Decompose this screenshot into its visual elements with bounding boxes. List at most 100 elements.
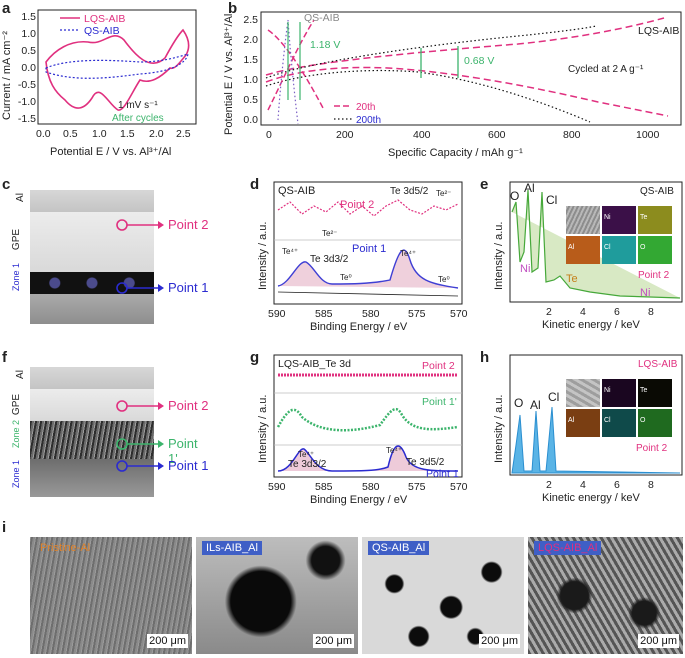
label-lqs: LQS-AIB [638, 25, 679, 37]
cycle-condition: Cycled at 2 A g⁻¹ [568, 64, 644, 75]
legend-200th: 200th [356, 115, 381, 126]
scale-bar-label: 200 μm [313, 634, 354, 648]
eds-h-chart: O Al Cl LQS-AIB Point 2 2 4 6 8 Kinetic … [493, 354, 683, 504]
d-te0-b: Te⁰ [438, 275, 450, 284]
gcd-lqs-20th [265, 17, 665, 76]
e-xtick: 2 [546, 306, 552, 318]
d-te4-a: Te⁴⁺ [282, 247, 298, 256]
h-peak-cl: Cl [548, 390, 559, 404]
label-qs: QS-AIB [304, 12, 340, 24]
gcd-chart: 1.18 V 0.68 V QS-AIB LQS-AIB Cycled at 2… [223, 11, 682, 159]
f-al-layer [30, 367, 154, 389]
e-peak-ni2: Ni [640, 287, 650, 299]
h-peak-al: Al [530, 398, 541, 412]
b-xticks: 0 200 400 600 800 1000 [266, 129, 660, 141]
a-ytick: -0.5 [18, 79, 36, 91]
h-xlabel: Kinetic energy / keV [542, 492, 640, 504]
g-xtick: 580 [362, 481, 380, 493]
e-peak-te: Te [566, 273, 578, 285]
panel-letter-f: f [2, 349, 7, 366]
g-xtick: 575 [408, 481, 426, 493]
panel-e-eds: e O Al Cl Ni Te Ni QS-AIB Point 2 2 4 6 … [480, 172, 685, 332]
d-xtick: 570 [450, 308, 468, 320]
panel-d-xps: d QS-AIB Point 2 Te 3d5/2 Te²⁻ Te²⁻ Poin… [240, 172, 468, 333]
a-ytick: -1.5 [18, 113, 36, 125]
legend-lqs: LQS-AIB [84, 13, 125, 25]
h-xtick: 6 [614, 479, 620, 491]
a-ytick: 0.5 [21, 45, 36, 57]
panel-c-schematic: c Al GPE Zone 1 Point 2 Point 1 [0, 172, 210, 332]
b-ytick: 0.0 [243, 114, 258, 126]
a-xtick: 2.5 [176, 128, 191, 140]
c-point2: Point 2 [168, 217, 209, 232]
xps-g-chart: LQS-AIB_Te 3d Point 2 Point 1' Te⁴⁺ Te⁴⁺… [257, 354, 468, 506]
d-point1: Point 1 [352, 243, 386, 255]
b-ytick: 2.5 [243, 14, 258, 26]
h-xtick: 8 [648, 479, 654, 491]
d-xtick: 590 [268, 308, 286, 320]
panel-letter-a: a [2, 0, 11, 17]
g-te32: Te 3d3/2 [288, 459, 327, 470]
d-te32: Te 3d3/2 [310, 254, 349, 265]
micrograph-pristine: Pristine-Al 200 μm [30, 537, 192, 654]
gcd-lqs-200th-dis [265, 69, 591, 123]
xps-d-chart: QS-AIB Point 2 Te 3d5/2 Te²⁻ Te²⁻ Point … [257, 181, 468, 333]
panel-letter-c: c [2, 176, 11, 193]
a-yticks: 1.5 1.0 0.5 0.0 -0.5 -1.0 -1.5 [18, 11, 36, 125]
micrograph-label: ILs-AIB_Al [202, 541, 262, 555]
f-point-markers [116, 400, 164, 472]
micrograph-label: QS-AIB_Al [368, 541, 430, 555]
e-peak-ni: Ni [520, 263, 530, 275]
panel-letter-b: b [228, 0, 238, 17]
d-point2: Point 2 [340, 199, 374, 211]
point-markers [116, 219, 164, 294]
panel-i-micrographs: i Pristine-Al 200 μm ILs-AIB_Al 200 μm Q… [0, 515, 685, 658]
panel-letter-d: d [250, 176, 260, 193]
h-map-o: O [638, 409, 672, 437]
gpe-layer [30, 212, 154, 272]
a-ytick: -1.0 [18, 96, 36, 108]
a-xtick: 1.5 [120, 128, 135, 140]
g-xtick: 570 [450, 481, 468, 493]
gcd-qs-200th [277, 19, 299, 125]
h-map-te: Te [638, 379, 672, 407]
h-map-sem [566, 379, 600, 407]
g-xtick: 585 [315, 481, 333, 493]
b-xtick: 200 [336, 129, 354, 141]
h-map-al: Al [566, 409, 600, 437]
h-peak-o: O [514, 396, 523, 410]
xps-d-point2-trace [277, 199, 459, 217]
h-xtick: 2 [546, 479, 552, 491]
cv-loop-qs [45, 53, 189, 79]
panel-letter-h: h [480, 349, 490, 366]
g-point1: Point 1 [426, 468, 459, 480]
xps-d-baseline [277, 291, 459, 297]
b-xtick: 600 [488, 129, 506, 141]
e-peak-o: O [510, 189, 519, 203]
micrograph-label: LQS-AIB_Al [534, 541, 602, 555]
d-xlabel: Binding Energy / eV [310, 321, 408, 333]
e-map-ni: Ni [602, 206, 636, 234]
c-point1: Point 1 [168, 280, 209, 295]
panel-h-eds: h O Al Cl LQS-AIB Point 2 2 4 6 8 Kineti… [480, 345, 685, 505]
scale-bar-label: 200 μm [638, 634, 679, 648]
gap-qs: 1.18 V [310, 39, 340, 51]
g-xlabel: Binding Energy / eV [310, 494, 408, 506]
e-peak-cl: Cl [546, 193, 557, 207]
f-point1: Point 1 [168, 458, 209, 473]
a-ytick: 1.0 [21, 28, 36, 40]
panel-a-cv-plot: a LQS-AIB QS-AIB 1 mV s⁻¹ After cycles 0… [0, 0, 205, 165]
h-title: LQS-AIB [638, 359, 678, 370]
b-xtick: 800 [563, 129, 581, 141]
zone1-layer [30, 272, 154, 294]
g-te4-b: Te⁴⁺ [386, 446, 402, 455]
e-peak-al: Al [524, 181, 535, 195]
g-point2: Point 2 [422, 360, 455, 372]
e-map-o: O [638, 236, 672, 264]
h-xtick: 4 [580, 479, 586, 491]
panel-b-gcd-plot: b 1.18 V 0.68 V QS-AIB LQS-AIB Cycled at… [218, 0, 685, 165]
scale-bar-label: 200 μm [147, 634, 188, 648]
a-ytick: 1.5 [21, 11, 36, 23]
micrograph-lqs: LQS-AIB_Al 200 μm [528, 537, 683, 654]
b-ylabel: Potential E / V vs. Al³⁺/Al [223, 14, 235, 135]
